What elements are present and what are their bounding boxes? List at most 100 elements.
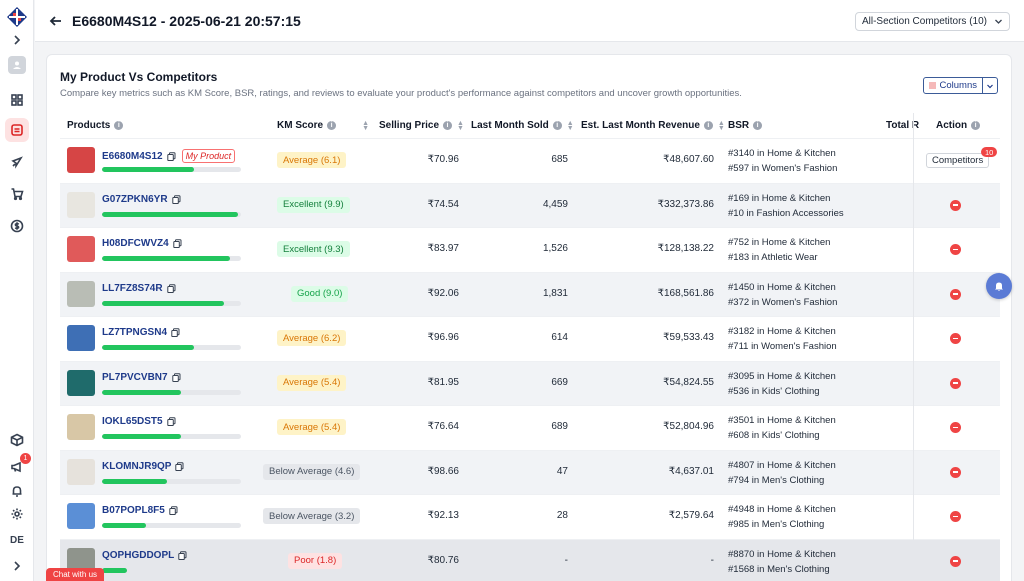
header-bsr[interactable]: BSR i bbox=[728, 113, 763, 138]
columns-dropdown-icon[interactable] bbox=[983, 78, 997, 93]
user-initials[interactable]: DE bbox=[10, 534, 24, 546]
bsr-ranks: #3095 in Home & Kitchen #536 in Kids' Clo… bbox=[728, 369, 836, 399]
table-row[interactable]: H08DFCWVZ4 Excellent (9.3) ₹83.97 1,526 ₹128… bbox=[60, 227, 1000, 272]
page-title: E6680M4S12 - 2025-06-21 20:57:15 bbox=[72, 13, 301, 29]
bsr-rank-secondary: #536 in Kids' Clothing bbox=[728, 385, 820, 397]
product-id-link[interactable]: E6680M4S12 My Product bbox=[102, 149, 236, 163]
rocket-icon[interactable] bbox=[5, 150, 29, 174]
table-row[interactable]: PL7PVCVBN7 Average (5.4) ₹81.95 669 ₹54,824.… bbox=[60, 360, 1000, 405]
avatar[interactable] bbox=[8, 56, 26, 74]
table-row[interactable]: QOPHGDDOPL Poor (1.8) ₹80.76 - - #8870 in Hom… bbox=[60, 538, 1000, 581]
remove-competitor-icon[interactable] bbox=[950, 288, 961, 300]
settings-icon[interactable] bbox=[5, 502, 29, 526]
table-row[interactable]: KLOMNJR9QP Below Average (4.6) ₹98.66 47 ₹4,… bbox=[60, 449, 1000, 494]
megaphone-icon[interactable]: 1 bbox=[5, 453, 31, 479]
product-thumbnail[interactable] bbox=[67, 458, 95, 485]
table-row[interactable]: B07POPL8F5 Below Average (3.2) ₹92.13 28 ₹2,… bbox=[60, 494, 1000, 539]
copy-icon[interactable] bbox=[169, 506, 178, 515]
comparison-card: My Product Vs Competitors Compare key me… bbox=[46, 54, 1012, 581]
copy-icon[interactable] bbox=[172, 239, 182, 248]
km-score-badge: Below Average (3.2) bbox=[263, 508, 361, 524]
bsr-rank-secondary: #608 in Kids' Clothing bbox=[728, 430, 820, 441]
product-id-link[interactable]: QOPHGDDOPL bbox=[102, 550, 187, 561]
last-month-sold: 614 bbox=[551, 332, 568, 343]
compare-icon[interactable] bbox=[5, 118, 29, 142]
copy-icon[interactable] bbox=[171, 328, 180, 337]
product-thumbnail[interactable] bbox=[67, 236, 95, 262]
product-id-link[interactable]: PL7PVCVBN7 bbox=[102, 372, 181, 383]
app-logo[interactable] bbox=[6, 6, 28, 28]
cart-icon[interactable] bbox=[5, 182, 29, 206]
table-row[interactable]: E6680M4S12 My Product Average (6.1) ₹70.96 6… bbox=[60, 138, 1000, 183]
copy-icon[interactable] bbox=[171, 372, 181, 382]
bsr-ranks: #3501 in Home & Kitchen #608 in Kids' Clo… bbox=[728, 413, 836, 443]
product-thumbnail[interactable] bbox=[67, 147, 95, 173]
chat-with-us-button[interactable]: Chat with us bbox=[46, 568, 105, 581]
product-thumbnail[interactable] bbox=[67, 325, 95, 351]
header-last-month-sold[interactable]: Last Month Sold i ▲ ▼ bbox=[471, 119, 574, 132]
last-month-sold: - bbox=[564, 554, 568, 566]
last-month-sold: 1,526 bbox=[542, 243, 568, 254]
product-id-link[interactable]: LL7FZ8S74R bbox=[102, 283, 176, 294]
bsr-rank-secondary: #597 in Women's Fashion bbox=[728, 163, 838, 174]
copy-icon[interactable] bbox=[166, 151, 176, 161]
product-id-link[interactable]: LZ7TPNGSN4 bbox=[102, 327, 180, 338]
dashboard-icon[interactable] bbox=[5, 88, 29, 112]
table-row[interactable]: IOKL65DST5 Average (5.4) ₹76.64 689 ₹52,804.… bbox=[60, 405, 1000, 450]
dollar-icon[interactable] bbox=[5, 214, 29, 238]
selling-price: ₹83.97 bbox=[427, 243, 459, 254]
header-est-revenue[interactable]: Est. Last Month Revenue i ▲ ▼ bbox=[581, 119, 725, 132]
score-progress-bar bbox=[102, 345, 241, 350]
table-row[interactable]: LZ7TPNGSN4 Average (6.2) ₹96.96 614 ₹59,533.… bbox=[60, 316, 1000, 361]
table-row[interactable]: LL7FZ8S74R Good (9.0) ₹92.06 1,831 ₹168,561.… bbox=[60, 271, 1000, 316]
header-total-r[interactable]: Total R bbox=[886, 120, 920, 131]
competitors-button[interactable]: Competitors bbox=[926, 153, 990, 168]
selling-price: ₹74.54 bbox=[427, 198, 459, 210]
package-icon[interactable] bbox=[5, 428, 29, 452]
page-header: E6680M4S12 - 2025-06-21 20:57:15 All-Sec… bbox=[35, 0, 1024, 42]
copy-icon[interactable] bbox=[166, 417, 176, 426]
product-id-link[interactable]: IOKL65DST5 bbox=[102, 416, 176, 427]
product-id-link[interactable]: G07ZPKN6YR bbox=[102, 194, 181, 205]
bsr-ranks: #1450 in Home & Kitchen #372 in Women's F… bbox=[728, 280, 837, 310]
back-arrow-icon[interactable] bbox=[49, 14, 63, 28]
columns-button[interactable]: Columns bbox=[922, 77, 998, 94]
header-products[interactable]: Products i bbox=[67, 113, 124, 138]
copy-icon[interactable] bbox=[175, 461, 184, 471]
bsr-rank-secondary: #711 in Women's Fashion bbox=[728, 341, 837, 352]
remove-competitor-icon[interactable] bbox=[950, 422, 961, 433]
table-row[interactable]: G07ZPKN6YR Excellent (9.9) ₹74.54 4,459 ₹332… bbox=[60, 182, 1000, 227]
remove-competitor-icon[interactable] bbox=[950, 466, 961, 478]
header-selling-price[interactable]: Selling Price i ▲ ▼ bbox=[379, 119, 464, 132]
product-thumbnail[interactable] bbox=[67, 414, 95, 440]
expand-bottom-icon[interactable] bbox=[5, 558, 29, 574]
section-competitors-select[interactable]: All-Section Competitors (10) bbox=[854, 12, 1010, 31]
sidebar: 1 DE bbox=[0, 0, 34, 581]
copy-icon[interactable] bbox=[171, 194, 181, 204]
product-id-link[interactable]: B07POPL8F5 bbox=[102, 505, 178, 516]
product-thumbnail[interactable] bbox=[67, 369, 95, 396]
product-id-link[interactable]: KLOMNJR9QP bbox=[102, 461, 184, 472]
product-id-link[interactable]: H08DFCWVZ4 bbox=[102, 238, 182, 249]
bsr-rank-primary: #752 in Home & Kitchen bbox=[728, 237, 831, 248]
remove-competitor-icon[interactable] bbox=[950, 333, 961, 344]
bell-icon[interactable] bbox=[5, 479, 29, 503]
product-thumbnail[interactable] bbox=[67, 191, 95, 218]
remove-competitor-icon[interactable] bbox=[950, 511, 961, 522]
info-icon: i bbox=[443, 121, 453, 130]
action-column-divider bbox=[913, 113, 914, 581]
remove-competitor-icon[interactable] bbox=[950, 377, 961, 389]
remove-competitor-icon[interactable] bbox=[950, 555, 961, 567]
copy-icon[interactable] bbox=[178, 550, 187, 560]
km-score-badge: Excellent (9.9) bbox=[277, 196, 350, 213]
floating-notification-icon[interactable] bbox=[986, 273, 1012, 299]
selling-price: ₹81.95 bbox=[427, 376, 459, 388]
info-icon: i bbox=[114, 121, 124, 130]
copy-icon[interactable] bbox=[166, 283, 176, 293]
expand-sidebar-icon[interactable] bbox=[5, 32, 29, 48]
header-km-score[interactable]: KM Score i ▲ ▼ bbox=[277, 119, 370, 132]
remove-competitor-icon[interactable] bbox=[950, 244, 961, 255]
product-thumbnail[interactable] bbox=[67, 503, 95, 529]
remove-competitor-icon[interactable] bbox=[950, 199, 961, 211]
product-thumbnail[interactable] bbox=[67, 280, 95, 307]
